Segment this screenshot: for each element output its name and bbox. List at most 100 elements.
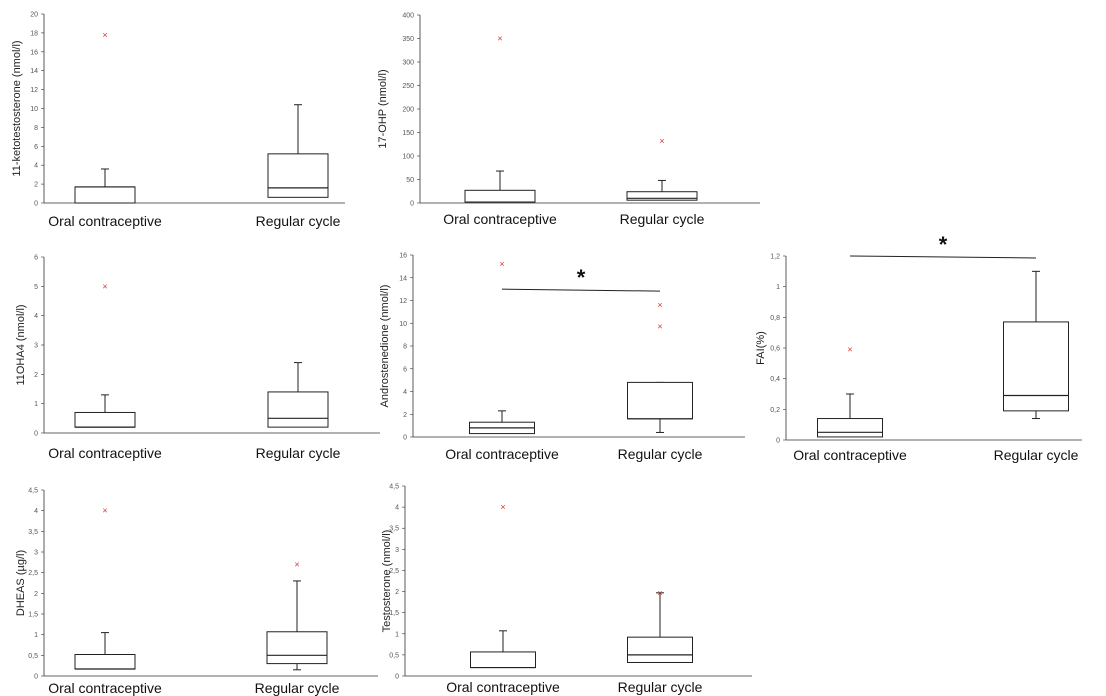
outlier-marker: × [102,281,107,291]
y-tick-label: 350 [402,36,414,43]
y-axis-label: 17-OHP (nmol/l) [377,69,389,148]
y-axis-label: Testosterone (nmol/l) [381,530,393,633]
y-tick-label: 0,5 [389,652,399,659]
category-label: Regular cycle [994,447,1079,463]
y-tick-label: 2 [34,591,38,598]
y-tick-label: 10 [30,106,38,113]
y-tick-label: 3 [395,547,399,554]
y-tick-label: 4 [34,163,38,170]
category-label: Regular cycle [255,680,340,696]
category-label: Regular cycle [618,446,703,462]
y-tick-label: 1 [34,401,38,408]
y-tick-label: 2 [34,372,38,379]
y-tick-label: 3,5 [28,529,38,536]
y-tick-label: 0 [34,201,38,208]
y-tick-label: 2 [395,589,399,596]
outlier-marker: × [657,300,662,310]
box-regular-cycle [267,104,329,198]
interquartile-box [74,411,136,428]
category-label: Oral contraceptive [48,680,162,696]
box-oral-contraceptive: × [469,259,535,435]
y-tick-label: 14 [30,68,38,75]
interquartile-box [74,186,136,204]
y-tick-label: 3 [34,550,38,557]
box-oral-contraceptive: × [74,506,136,670]
interquartile-box [1003,321,1069,412]
box-regular-cycle [267,362,329,428]
category-label: Regular cycle [618,679,703,695]
y-tick-label: 0,4 [770,376,780,383]
box-regular-cycle: × [266,559,328,671]
box-regular-cycle: ×× [627,300,693,433]
interquartile-box [267,153,329,198]
y-tick-label: 0,8 [770,315,780,322]
interquartile-box [627,381,693,420]
category-label: Oral contraceptive [443,211,557,227]
box-regular-cycle: × [626,136,698,201]
y-tick-label: 50 [406,177,414,184]
y-tick-label: 0,6 [770,346,780,353]
box-oral-contraceptive: × [817,345,883,438]
box-oral-contraceptive: × [74,30,136,204]
y-tick-label: 10 [399,321,407,328]
y-tick-label: 2 [403,412,407,419]
outlier-marker: × [499,259,504,269]
y-axis-label: 11-ketotestosterone (nmol/l) [11,40,23,176]
y-tick-label: 0,2 [770,407,780,414]
category-label: Oral contraceptive [445,446,559,462]
outlier-marker: × [102,30,107,40]
y-tick-label: 1 [34,632,38,639]
category-label: Oral contraceptive [48,213,162,229]
y-tick-label: 18 [30,30,38,37]
y-tick-label: 3 [34,343,38,350]
y-tick-label: 6 [403,366,407,373]
y-tick-label: 0 [403,435,407,442]
y-tick-label: 4 [395,505,399,512]
category-label: Oral contraceptive [446,679,560,695]
interquartile-box [266,631,328,665]
y-tick-label: 300 [402,60,414,67]
y-tick-label: 2 [34,182,38,189]
box-oral-contraceptive: × [74,281,136,428]
category-label: Oral contraceptive [793,447,907,463]
interquartile-box [267,391,329,428]
boxplot-panel-4: 0 2 4 6 8 10 12 14 16 Androstenedione (nmol/l) × Or… [379,253,745,462]
outlier-marker: × [497,34,502,44]
y-tick-label: 0 [34,674,38,681]
y-tick-label: 200 [402,107,414,114]
y-tick-label: 8 [34,125,38,132]
y-axis-label: Androstenedione (nmol/l) [379,285,391,408]
y-tick-label: 6 [34,255,38,262]
boxplot-panel-5: 0 0,2 0,4 0,6 0,8 1 1,2 FAI(%) × Oral contracepti… [755,232,1082,463]
y-tick-label: 4,5 [28,488,38,495]
y-axis-label: DHEAS (µg/l) [15,550,27,616]
y-tick-label: 2,5 [389,568,399,575]
box-regular-cycle [1003,270,1069,420]
y-tick-label: 14 [399,275,407,282]
interquartile-box [470,651,536,669]
interquartile-box [626,191,698,201]
y-tick-label: 1 [776,284,780,291]
boxplot-panel-3: 0 1 2 3 4 5 6 11OHA4 (nmol/l) × Oral contraceptiv… [15,255,380,461]
y-tick-label: 1,5 [28,612,38,619]
y-tick-label: 5 [34,284,38,291]
y-tick-label: 2,5 [28,570,38,577]
y-tick-label: 4,5 [389,484,399,491]
y-tick-label: 250 [402,83,414,90]
significance-line [849,255,1037,259]
y-tick-label: 12 [30,87,38,94]
boxplot-panel-2: 0 50 100 150 200 250 300 350 400 17-OHP (nmol/l) ×… [377,13,760,227]
y-axis-label: 11OHA4 (nmol/l) [15,304,27,385]
y-tick-label: 4 [34,508,38,515]
outlier-marker: × [657,322,662,332]
interquartile-box [817,418,883,438]
outlier-marker: × [500,502,505,512]
outlier-marker: × [847,345,852,355]
y-tick-label: 1,5 [389,610,399,617]
y-tick-label: 150 [402,130,414,137]
y-tick-label: 0 [410,201,414,208]
y-tick-label: 0 [776,438,780,445]
y-tick-label: 4 [403,389,407,396]
significance-marker: * [577,265,586,290]
